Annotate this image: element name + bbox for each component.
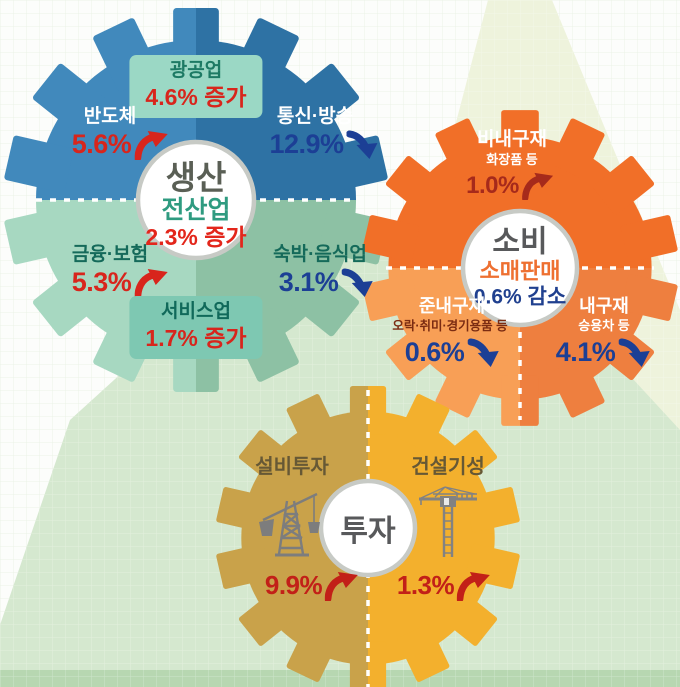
durable-label: 내구재 bbox=[579, 296, 629, 316]
mining-change: 4.6% 증가 bbox=[145, 83, 247, 110]
services-box: 서비스업 1.7% 증가 bbox=[129, 296, 263, 359]
construction-label: 건설기성 bbox=[411, 456, 485, 478]
production-center-text: 생산 전산업 2.3% 증가 bbox=[145, 160, 246, 250]
production-title: 생산 bbox=[165, 158, 227, 196]
semidurable-value: 0.6% bbox=[404, 337, 465, 367]
lodging-label: 숙박·음식업 bbox=[273, 244, 367, 265]
durable-sublabel: 승용차 등 bbox=[578, 318, 630, 333]
services-label: 서비스업 bbox=[161, 301, 231, 322]
semidurable-sublabel: 오락·취미·경기용품 등 bbox=[392, 319, 508, 333]
nondurable-stat: 1.0% bbox=[466, 172, 554, 200]
facility-investment-label: 설비투자 bbox=[255, 456, 329, 478]
nondurable-label: 비내구재 bbox=[477, 129, 547, 150]
down-arrow-icon bbox=[346, 130, 378, 159]
mining-label: 광공업 bbox=[169, 60, 223, 81]
up-arrow-icon bbox=[134, 268, 168, 298]
semiconductor-value: 5.6% bbox=[71, 129, 132, 159]
investment-center-text: 투자 bbox=[340, 506, 395, 550]
nondurable-sublabel: 화장품 등 bbox=[486, 152, 538, 167]
durable-stat: 4.1% bbox=[556, 337, 653, 368]
consumption-subtitle: 소매판매 bbox=[479, 258, 561, 284]
down-arrow-icon bbox=[467, 338, 499, 367]
investment-center-circle bbox=[318, 478, 418, 578]
down-arrow-icon bbox=[341, 268, 373, 297]
production-center-circle bbox=[135, 139, 257, 261]
finance-value: 5.3% bbox=[71, 267, 132, 297]
telecom-label: 통신·방송 bbox=[276, 106, 354, 127]
up-arrow-icon bbox=[134, 130, 168, 160]
production-subtitle: 전산업 bbox=[161, 195, 231, 224]
production-gear bbox=[3, 7, 389, 393]
mining-box: 광공업 4.6% 증가 bbox=[129, 55, 263, 118]
finance-label: 금융·보험 bbox=[71, 244, 149, 265]
semiconductor-stat: 5.6% bbox=[72, 129, 169, 160]
services-change: 1.7% 증가 bbox=[145, 324, 247, 351]
nondurable-value: 1.0% bbox=[466, 172, 519, 199]
up-arrow-icon bbox=[325, 571, 359, 601]
production-change: 2.3% 증가 bbox=[145, 223, 247, 250]
down-arrow-icon bbox=[618, 338, 650, 367]
semidurable-stat: 0.6% bbox=[405, 337, 502, 368]
up-arrow-icon bbox=[521, 172, 553, 200]
construction-stat: 1.3% bbox=[397, 570, 491, 601]
consumption-change: 0.6% 감소 bbox=[473, 286, 567, 310]
consumption-title: 소비 bbox=[492, 225, 548, 259]
lodging-value: 3.1% bbox=[278, 267, 339, 297]
investment-title: 투자 bbox=[340, 515, 396, 548]
telecom-stat: 12.9% bbox=[269, 129, 380, 160]
oil-derrick-icon bbox=[259, 492, 320, 557]
telecom-value: 12.9% bbox=[269, 129, 344, 159]
semiconductor-label: 반도체 bbox=[83, 106, 137, 127]
lodging-stat: 3.1% bbox=[279, 267, 376, 298]
up-arrow-icon bbox=[457, 571, 491, 601]
consumption-gear bbox=[361, 110, 679, 426]
consumption-center-text: 소비 소매판매 0.6% 감소 bbox=[474, 226, 566, 311]
semidurable-label: 준내구재 bbox=[418, 296, 486, 316]
durable-value: 4.1% bbox=[555, 337, 616, 367]
facility-investment-value: 9.9% bbox=[264, 570, 323, 600]
tower-crane-icon bbox=[419, 486, 477, 557]
construction-value: 1.3% bbox=[396, 570, 455, 600]
consumption-center-circle bbox=[460, 208, 580, 328]
investment-gear bbox=[215, 385, 521, 687]
facility-investment-stat: 9.9% bbox=[265, 570, 359, 601]
finance-stat: 5.3% bbox=[72, 267, 169, 298]
